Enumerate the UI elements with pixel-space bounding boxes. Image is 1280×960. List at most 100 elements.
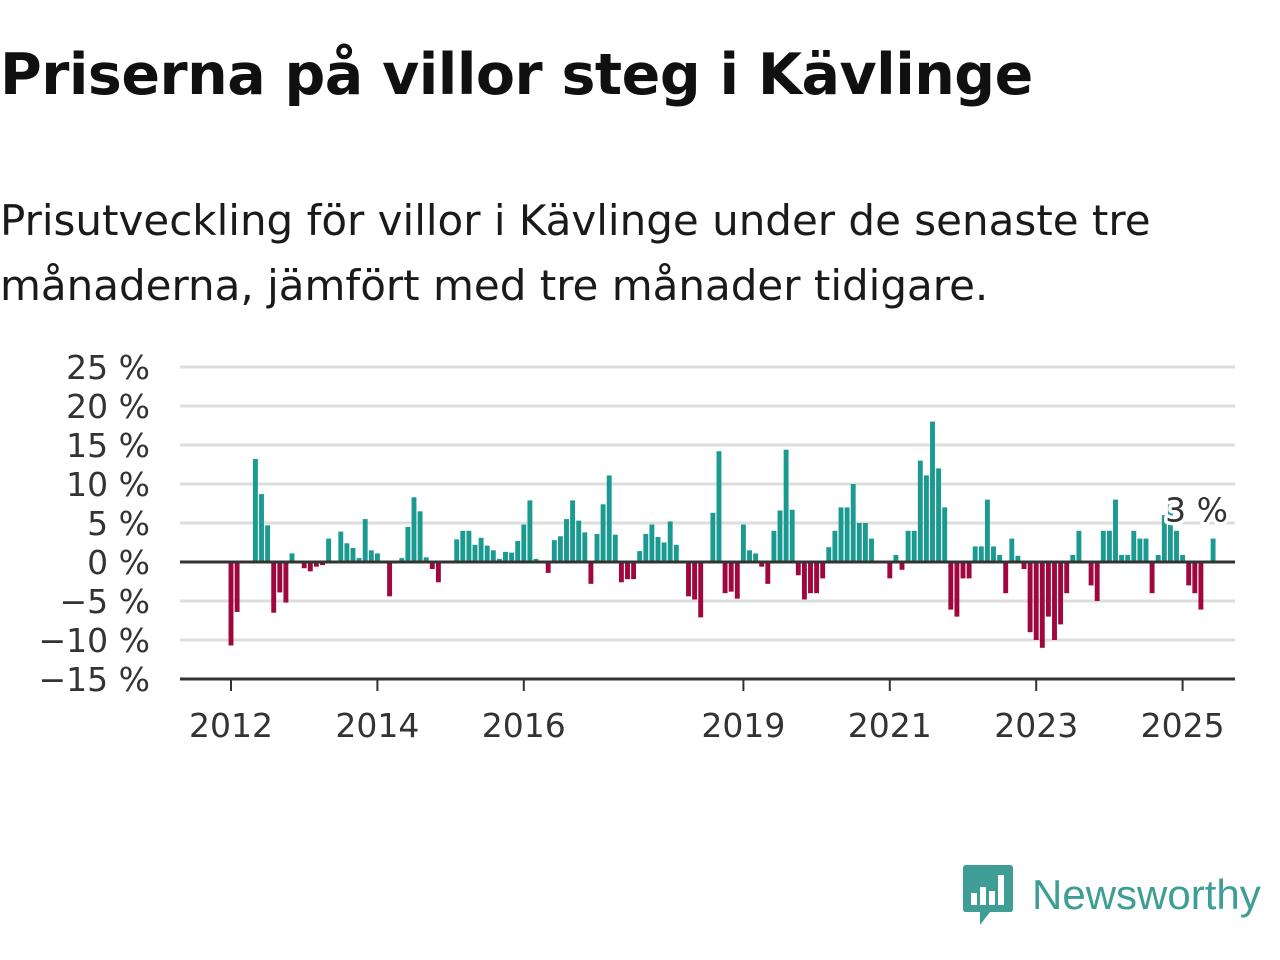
bar: [1058, 562, 1064, 625]
y-tick-label: −5 %: [60, 582, 151, 621]
bar: [1039, 562, 1045, 648]
bar: [320, 562, 325, 566]
bar: [521, 524, 527, 562]
bar: [978, 546, 984, 562]
x-tick-label: 2012: [189, 706, 273, 745]
y-tick-label: 25 %: [66, 348, 150, 387]
bar: [966, 562, 972, 579]
bar: [716, 451, 722, 562]
bar: [1009, 538, 1015, 562]
bar: [1125, 554, 1131, 562]
bar: [801, 562, 807, 600]
bar: [252, 459, 258, 562]
bar: [606, 475, 612, 562]
bar: [759, 562, 765, 567]
bar: [600, 504, 606, 562]
bar: [960, 562, 966, 579]
bar: [1167, 499, 1173, 562]
newsworthy-logo-icon: [963, 865, 1013, 925]
bar: [649, 524, 655, 562]
bar-chart: 25 %20 %15 %10 %5 %0 %−5 %−10 %−15 % 201…: [39, 348, 1235, 745]
brand-name: Newsworthy: [1032, 871, 1261, 918]
y-axis-labels: 25 %20 %15 %10 %5 %0 %−5 %−10 %−15 %: [39, 348, 151, 699]
bar: [1161, 515, 1167, 562]
bar: [429, 562, 435, 570]
bar: [972, 546, 978, 562]
bar: [496, 558, 502, 562]
bar: [765, 562, 771, 584]
bar: [612, 534, 618, 562]
bar: [1027, 562, 1033, 633]
chart-title: Priserna på villor steg i Kävlinge: [0, 42, 1033, 108]
bar: [503, 551, 508, 562]
axes: [180, 560, 1235, 691]
bar: [472, 544, 478, 562]
bar: [728, 562, 734, 592]
bar: [234, 562, 240, 612]
bar: [265, 525, 271, 562]
bar: [588, 562, 594, 584]
bars: [228, 421, 1216, 648]
bar: [789, 509, 795, 562]
bar: [1198, 562, 1204, 610]
bar: [814, 562, 820, 594]
bar: [954, 562, 960, 617]
bar: [1192, 562, 1198, 594]
bar: [698, 562, 704, 618]
bar: [466, 530, 472, 562]
bar: [838, 507, 844, 562]
bar: [515, 540, 521, 562]
y-tick-label: −10 %: [39, 621, 151, 660]
bar: [997, 554, 1003, 562]
bar: [1015, 555, 1021, 562]
bar: [905, 530, 911, 562]
bar: [850, 484, 856, 562]
bar: [344, 543, 350, 562]
bar: [259, 494, 264, 562]
bar: [991, 546, 996, 562]
bar: [887, 562, 893, 579]
bar: [667, 521, 673, 562]
y-tick-label: 10 %: [66, 465, 150, 504]
x-tick-label: 2023: [994, 706, 1078, 745]
bar: [783, 449, 789, 562]
bar: [1186, 562, 1192, 586]
bar: [368, 550, 374, 562]
bar: [1088, 562, 1094, 586]
bar: [435, 562, 441, 583]
bar: [460, 530, 466, 562]
bar: [862, 523, 868, 562]
bar: [271, 562, 277, 613]
bar: [362, 519, 368, 562]
bar: [1143, 538, 1149, 562]
bar: [942, 507, 948, 562]
x-tick-label: 2021: [848, 706, 932, 745]
bar: [356, 558, 362, 562]
bar: [923, 475, 929, 562]
bar: [899, 562, 905, 570]
x-tick-label: 2025: [1141, 706, 1225, 745]
bar: [1021, 562, 1027, 570]
bar: [893, 554, 899, 562]
bar: [637, 551, 643, 562]
x-tick-label: 2014: [335, 706, 419, 745]
y-tick-label: 5 %: [87, 504, 150, 543]
bar: [1100, 530, 1106, 562]
bar: [826, 547, 832, 562]
bar: [948, 562, 954, 610]
bar: [692, 562, 698, 600]
bar: [423, 557, 429, 562]
bar: [484, 545, 490, 562]
bar: [338, 531, 344, 562]
bar: [869, 538, 874, 562]
chart-subtitle: Prisutveckling för villor i Kävlinge und…: [0, 196, 1151, 310]
bar: [1113, 499, 1118, 562]
bar: [673, 544, 679, 562]
bar: [1131, 530, 1137, 562]
bar: [1137, 538, 1143, 562]
bar: [564, 519, 569, 562]
bar: [594, 533, 600, 562]
y-tick-label: 0 %: [87, 543, 150, 582]
bar: [545, 562, 551, 573]
bar: [1076, 530, 1082, 562]
